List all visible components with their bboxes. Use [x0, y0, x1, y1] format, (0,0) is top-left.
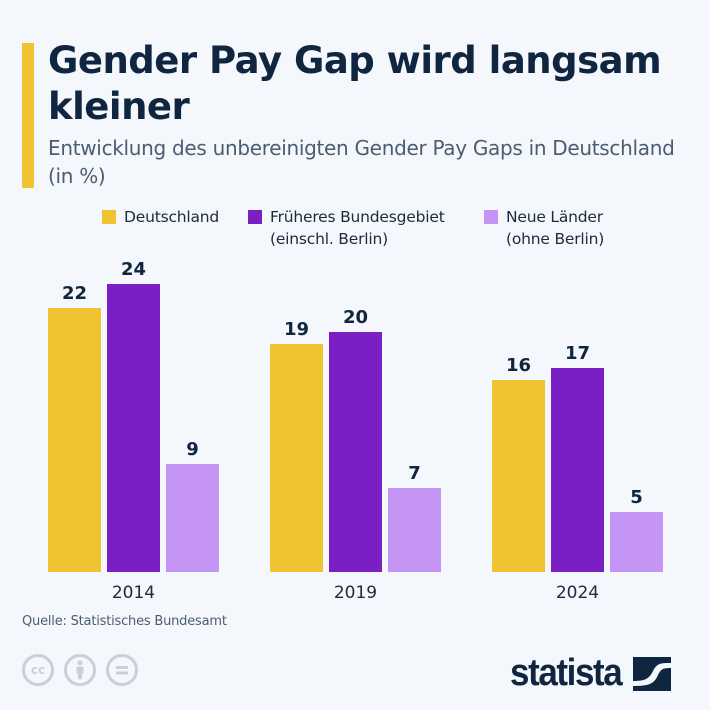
x-tick-label: 2014	[112, 583, 155, 603]
legend-item-deutschland: Deutschland	[102, 206, 219, 228]
by-icon[interactable]	[64, 654, 96, 686]
data-label: 19	[284, 319, 309, 340]
data-label: 5	[630, 487, 643, 508]
bar	[107, 284, 160, 572]
legend-label: Deutschland	[124, 208, 220, 226]
chart-title: Gender Pay Gap wird langsam kleiner	[48, 39, 662, 128]
data-label: 7	[408, 463, 421, 484]
logo-text: statista	[510, 652, 623, 694]
chart-subtitle: Entwicklung des unbereinigten Gender Pay…	[48, 136, 675, 188]
legend-swatch	[248, 210, 262, 224]
data-label: 22	[62, 283, 87, 304]
bar	[388, 488, 441, 572]
bar	[610, 512, 663, 572]
nd-icon[interactable]	[106, 654, 138, 686]
legend-item-neue-laender: Neue Länder (ohne Berlin)	[484, 206, 604, 250]
title-accent-bar	[22, 43, 34, 188]
legend-label: Neue Länder (ohne Berlin)	[506, 208, 605, 248]
bar	[48, 308, 101, 572]
data-label: 16	[506, 355, 531, 376]
cc-icon[interactable]: cc	[22, 654, 54, 686]
data-label: 17	[565, 343, 590, 364]
legend-swatch	[484, 210, 498, 224]
bar	[492, 380, 545, 572]
legend-label: Früheres Bundesgebiet (einschl. Berlin)	[270, 208, 445, 248]
data-label: 20	[343, 307, 368, 328]
data-label: 24	[121, 259, 146, 280]
data-label: 9	[186, 439, 199, 460]
bar	[329, 332, 382, 572]
source-note: Quelle: Statistisches Bundesamt	[22, 614, 227, 629]
statista-logo-icon	[633, 656, 672, 691]
legend-swatch	[102, 210, 116, 224]
x-tick-label: 2024	[556, 583, 599, 603]
legend-item-frueheres-bundesgebiet: Früheres Bundesgebiet (einschl. Berlin)	[248, 206, 445, 250]
statista-logo[interactable]: statista	[510, 652, 672, 695]
bar	[270, 344, 323, 572]
x-tick-label: 2019	[334, 583, 377, 603]
bar	[166, 464, 219, 572]
bar	[551, 368, 604, 572]
